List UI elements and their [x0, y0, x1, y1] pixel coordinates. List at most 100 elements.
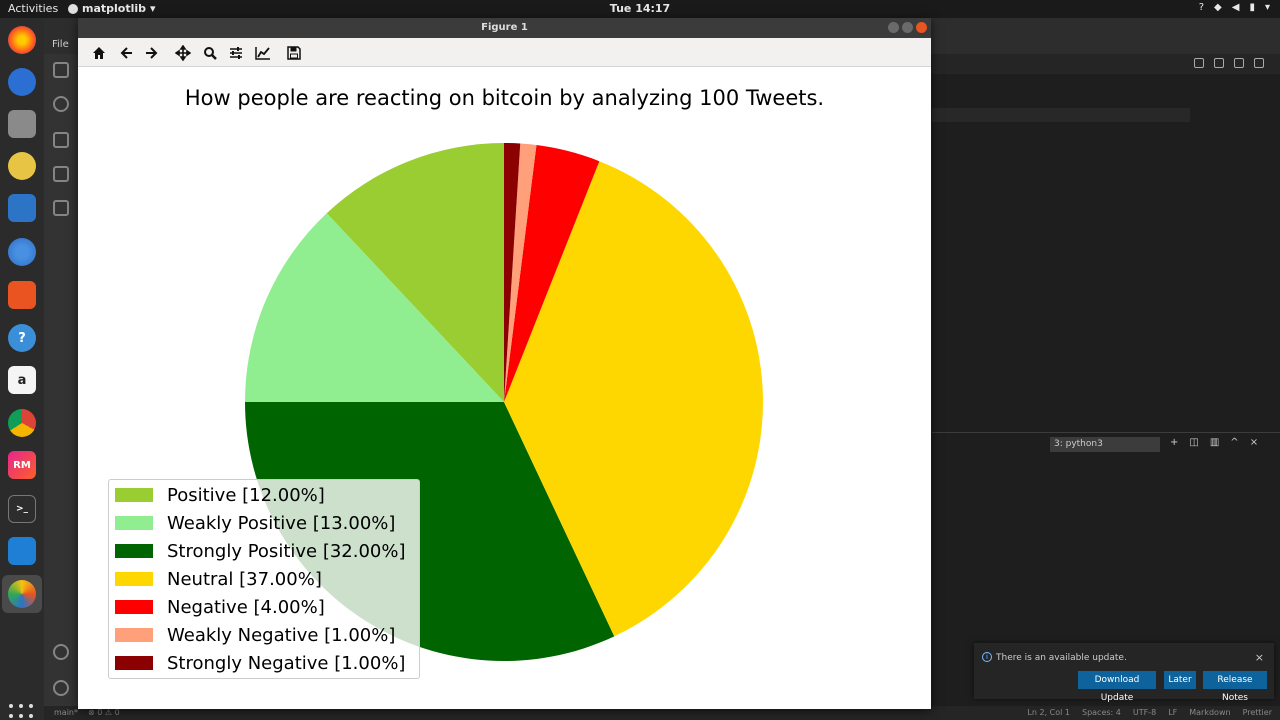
files-icon[interactable] — [8, 110, 36, 138]
terminal-icon[interactable]: >_ — [8, 495, 36, 523]
legend-entry: Positive [12.00%] — [115, 484, 325, 506]
rhythmbox-icon[interactable] — [8, 152, 36, 180]
legend-swatch — [115, 488, 153, 502]
pie-slice — [245, 213, 504, 402]
release-notes-button[interactable]: Release Notes — [1203, 671, 1267, 703]
legend-entry: Neutral [37.00%] — [115, 568, 322, 590]
figure-canvas[interactable]: How people are reacting on bitcoin by an… — [78, 67, 931, 709]
open-changes-icon[interactable] — [1194, 58, 1204, 68]
maximize-button[interactable] — [902, 22, 913, 33]
legend-label: Negative [4.00%] — [167, 596, 325, 618]
legend-label: Neutral [37.00%] — [167, 568, 322, 590]
chrome-icon[interactable] — [8, 409, 36, 437]
libreoffice-writer-icon[interactable] — [8, 194, 36, 222]
trash-icon[interactable]: ▥ — [1209, 437, 1220, 448]
gear-icon[interactable] — [53, 680, 69, 696]
run-debug-icon[interactable] — [53, 166, 69, 182]
close-window-button[interactable] — [916, 22, 927, 33]
source-control-icon[interactable] — [53, 132, 69, 148]
dock: ? a RM >_ — [0, 18, 44, 720]
explorer-icon[interactable] — [53, 62, 69, 78]
legend-swatch — [115, 628, 153, 642]
legend-swatch — [115, 544, 153, 558]
search-icon[interactable] — [53, 96, 69, 112]
chart-legend: Positive [12.00%] Weakly Positive [13.00%… — [108, 479, 420, 679]
vscode-icon[interactable] — [8, 537, 36, 565]
clock[interactable]: Tue 14:17 — [609, 2, 671, 15]
close-icon[interactable]: × — [1249, 437, 1259, 448]
battery-icon[interactable]: ▮ — [1249, 2, 1255, 13]
app-menu[interactable]: matplotlib ▾ — [68, 2, 156, 15]
problems-count[interactable]: ⊗ 0 ⚠ 0 — [88, 708, 120, 717]
minimize-button[interactable] — [888, 22, 899, 33]
pan-icon[interactable] — [173, 43, 193, 63]
home-icon[interactable] — [89, 43, 109, 63]
forward-icon[interactable] — [142, 43, 162, 63]
later-button[interactable]: Later — [1164, 671, 1196, 689]
preview-icon[interactable] — [1214, 58, 1224, 68]
cursor-position[interactable]: Ln 2, Col 1 — [1027, 708, 1070, 717]
amazon-icon[interactable]: a — [8, 366, 36, 394]
download-update-button[interactable]: Download Update — [1078, 671, 1156, 703]
account-icon[interactable] — [53, 644, 69, 660]
vscode-activity-bar — [44, 54, 78, 708]
rubymine-icon-glyph: RM — [13, 459, 31, 471]
vscode-status-bar: main* ⊗ 0 ⚠ 0 Ln 2, Col 1 Spaces: 4 UTF-… — [44, 706, 1280, 720]
extensions-icon[interactable] — [53, 200, 69, 216]
software-center-icon[interactable] — [8, 281, 36, 309]
thunderbird-icon[interactable] — [8, 68, 36, 96]
window-controls — [888, 22, 927, 33]
help-icon[interactable]: ? — [8, 324, 36, 352]
chromium-icon[interactable] — [8, 238, 36, 266]
pie-slice — [326, 143, 504, 402]
chevron-down-icon[interactable]: ▾ — [1264, 2, 1270, 13]
app-menu-label: matplotlib — [82, 2, 147, 15]
legend-label: Positive [12.00%] — [167, 484, 325, 506]
back-icon[interactable] — [116, 43, 136, 63]
edit-axis-icon[interactable] — [253, 43, 273, 63]
legend-label: Weakly Positive [13.00%] — [167, 512, 396, 534]
save-icon[interactable] — [284, 43, 304, 63]
network-icon[interactable]: ◆ — [1214, 2, 1222, 13]
close-icon[interactable]: × — [1254, 651, 1264, 664]
rubymine-icon[interactable]: RM — [8, 451, 36, 479]
end-of-line[interactable]: LF — [1168, 708, 1178, 717]
vscode-editor[interactable] — [932, 74, 1280, 444]
legend-label: Weakly Negative [1.00%] — [167, 624, 396, 646]
volume-icon[interactable]: ◀ — [1231, 2, 1240, 13]
zoom-icon[interactable] — [200, 43, 220, 63]
window-title: Figure 1 — [78, 18, 931, 38]
git-branch[interactable]: main* — [54, 708, 78, 717]
info-icon: i — [982, 652, 992, 662]
show-apps-icon[interactable] — [9, 704, 35, 720]
system-tray[interactable]: ? ◆ ◀ ▮ ▾ — [1199, 2, 1270, 13]
encoding[interactable]: UTF-8 — [1132, 708, 1157, 717]
help-icon-glyph: ? — [18, 330, 26, 346]
legend-swatch — [115, 516, 153, 530]
update-notification: i There is an available update. × Downlo… — [974, 643, 1274, 703]
figure-window: Figure 1 How people are reac — [78, 18, 931, 709]
legend-label: Strongly Positive [32.00%] — [167, 540, 406, 562]
firefox-icon[interactable] — [8, 26, 36, 54]
matplotlib-icon[interactable] — [8, 580, 36, 608]
terminal-select[interactable]: 3: python3 — [1050, 437, 1160, 452]
indentation[interactable]: Spaces: 4 — [1081, 708, 1121, 717]
current-line-highlight — [932, 108, 1190, 122]
activities-button[interactable]: Activities — [8, 2, 59, 15]
formatter[interactable]: Prettier — [1242, 708, 1272, 717]
menu-file[interactable]: File — [52, 39, 69, 50]
split-terminal-icon[interactable]: ◫ — [1189, 437, 1199, 448]
notification-message: There is an available update. — [996, 653, 1127, 663]
configure-subplots-icon[interactable] — [226, 43, 246, 63]
split-editor-icon[interactable] — [1234, 58, 1244, 68]
plus-icon[interactable]: + — [1170, 437, 1179, 448]
language-mode[interactable]: Markdown — [1189, 708, 1231, 717]
amazon-icon-glyph: a — [17, 372, 27, 388]
legend-swatch — [115, 600, 153, 614]
pie-slice — [504, 145, 600, 402]
editor-actions — [1194, 58, 1264, 68]
help-tray-icon[interactable]: ? — [1198, 2, 1205, 13]
more-actions-icon[interactable] — [1254, 58, 1264, 68]
terminal-icon-glyph: >_ — [15, 504, 29, 514]
chevron-up-icon[interactable]: ^ — [1230, 437, 1239, 448]
